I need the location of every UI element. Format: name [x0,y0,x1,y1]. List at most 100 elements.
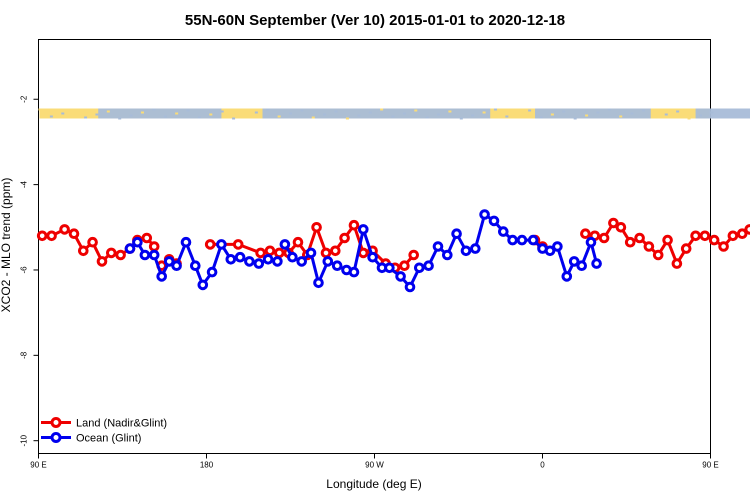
band-speckle [345,117,349,120]
y-tick-label: -8 [20,351,29,359]
legend-label-land: Land (Nadir&Glint) [76,418,167,430]
data-point-ocean [451,228,462,239]
legend-item-ocean: Ocean (Glint) [41,432,141,445]
data-point-land [608,217,619,229]
band-speckle [528,109,532,112]
band-speckle [106,110,110,113]
x-axis-label: Longitude (deg E) [326,477,421,491]
band-speckle [516,112,520,115]
data-point-ocean [225,253,237,265]
band-speckle [289,112,293,115]
legend-marker-ocean [50,432,62,443]
band-speckle [505,115,509,118]
band-speckle [653,116,657,119]
data-point-ocean [460,245,472,257]
data-point-land [615,222,627,233]
data-point-land [96,256,108,267]
data-point-land [46,230,57,242]
band-speckle [84,116,88,119]
band-speckle [38,108,42,111]
data-point-ocean [124,243,136,254]
data-point-land [736,228,748,239]
data-point-land [348,219,360,231]
band-speckle [448,110,452,113]
band-speckle [300,109,304,112]
band-ocean-2 [535,108,651,119]
legend: Land (Nadir&Glint) Ocean (Glint) [41,417,167,445]
data-point-land [292,236,304,248]
band-speckle [630,112,634,115]
data-point-ocean [313,277,324,289]
data-point-land [59,224,70,235]
band-speckle [266,108,270,111]
data-point-ocean [171,260,182,272]
x-tick-label: 180 [200,461,214,470]
data-point-ocean [305,247,317,259]
data-point-ocean [552,241,563,252]
x-tick-label: 0 [540,461,545,470]
band-speckle [539,116,543,119]
legend-marker-land [50,417,62,428]
band-speckle [129,114,133,117]
band-speckle [380,108,384,111]
band-speckle [323,113,327,116]
data-point-land [232,239,244,250]
data-point-land [718,241,729,252]
data-point-ocean [296,256,308,267]
band-speckle [220,110,224,113]
legend-item-land: Land (Nadir&Glint) [41,417,167,430]
x-axis: 90 E 180 90 W 0 90 E [30,453,719,470]
band-speckle [562,110,566,113]
data-point-ocean [197,279,209,291]
data-point-land [115,249,126,261]
data-point-ocean [591,258,602,269]
data-point-ocean [516,234,528,246]
band-speckle [619,115,623,118]
data-point-ocean [527,234,539,246]
series-layer [36,209,750,293]
band-speckle [425,116,429,119]
y-tick-label: -10 [20,434,29,446]
data-point-land [580,228,591,239]
x-tick-label: 90 W [365,461,384,470]
band-speckle [357,114,361,117]
data-point-land [204,239,216,250]
data-point-ocean [262,253,274,265]
band-speckle [471,114,475,117]
data-point-ocean [576,260,588,272]
data-point-ocean [395,271,406,282]
chart-title: 55N-60N September (Ver 10) 2015-01-01 to… [185,12,565,29]
data-point-ocean [287,251,298,263]
data-point-land [264,245,276,257]
data-point-ocean [498,226,509,237]
band-speckle [596,111,600,114]
data-point-land [744,224,750,235]
data-point-ocean [568,256,580,267]
data-point-land [643,241,655,252]
band-speckle [175,112,179,115]
data-point-land [690,230,701,242]
y-tick-label: -6 [20,266,29,274]
x-tick-label: 90 E [30,461,46,470]
band-speckle [152,108,156,111]
y-axis: -2 -4 -6 -8 -10 [20,95,39,446]
data-point-land [87,236,98,248]
data-point-land [36,230,48,242]
band-speckle [197,116,201,119]
data-point-land [699,230,711,242]
data-point-ocean [272,256,283,267]
data-point-ocean [423,260,434,272]
data-point-ocean [432,241,444,252]
data-point-ocean [358,224,369,235]
data-point-land [708,234,720,246]
data-point-ocean [479,209,490,220]
band-speckle [550,113,554,116]
band-speckle [334,110,338,113]
band-speckle [243,114,247,117]
data-point-land [680,243,692,254]
data-point-ocean [488,215,500,227]
band-speckle [368,111,372,114]
data-point-ocean [216,239,227,250]
data-point-land [255,247,266,259]
